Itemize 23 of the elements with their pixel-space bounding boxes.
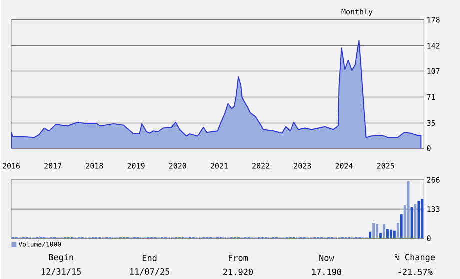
bar xyxy=(386,229,389,238)
bar xyxy=(376,224,379,238)
bar xyxy=(393,230,396,238)
bar xyxy=(396,223,400,238)
bar xyxy=(414,204,417,238)
bar xyxy=(421,199,424,238)
text: % Change xyxy=(394,254,436,262)
bar xyxy=(382,224,386,238)
text: -21.57% xyxy=(398,268,433,276)
text: From xyxy=(229,254,248,262)
bar xyxy=(400,214,403,238)
bar xyxy=(372,223,376,238)
text: 11/07/25 xyxy=(130,268,170,276)
text: 17.190 xyxy=(312,268,342,276)
bar xyxy=(369,232,372,238)
text: End xyxy=(142,254,157,262)
bar xyxy=(390,230,392,238)
text: Begin xyxy=(49,254,74,262)
bar xyxy=(380,233,382,238)
bar xyxy=(407,181,410,238)
text: Now xyxy=(320,254,334,262)
text: 12/31/15 xyxy=(42,268,82,276)
text: 21.920 xyxy=(224,268,253,276)
